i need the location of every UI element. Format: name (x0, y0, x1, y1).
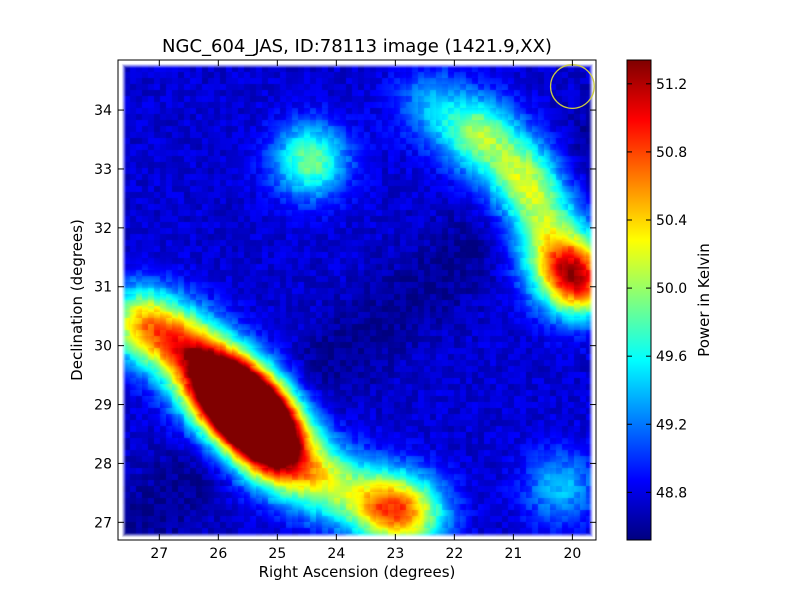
colorbar-tick-label: 50.4 (656, 213, 687, 229)
x-tick-label: 21 (504, 546, 522, 562)
y-tick-label: 29 (94, 398, 112, 414)
y-tick-label: 28 (94, 456, 112, 472)
y-tick-label: 27 (94, 515, 112, 531)
x-tick-label: 27 (150, 546, 168, 562)
colorbar (626, 59, 652, 541)
x-axis-label: Right Ascension (degrees) (259, 563, 456, 581)
y-tick-label: 30 (94, 339, 112, 355)
y-tick-label: 33 (94, 162, 112, 178)
colorbar-tick-label: 48.8 (656, 485, 687, 501)
x-tick-label: 20 (563, 546, 581, 562)
y-axis: 27 28 29 30 31 32 33 34 (94, 103, 596, 531)
x-tick-label: 26 (209, 546, 227, 562)
x-axis: 27 26 25 24 23 22 21 20 (150, 60, 581, 562)
colorbar-tick-label: 51.2 (656, 77, 687, 93)
x-tick-label: 25 (268, 546, 286, 562)
chart-title: NGC_604_JAS, ID:78113 image (1421.9,XX) (162, 36, 552, 57)
y-axis-label: Declination (degrees) (68, 219, 86, 381)
colorbar-tick-label: 49.2 (656, 417, 687, 433)
y-tick-label: 34 (94, 103, 112, 119)
y-tick-label: 31 (94, 280, 112, 296)
x-tick-label: 22 (445, 546, 463, 562)
colorbar-tick-label: 49.6 (656, 349, 687, 365)
colorbar-tick-label: 50.8 (656, 145, 687, 161)
x-tick-label: 24 (327, 546, 345, 562)
plot-frame (117, 59, 597, 541)
x-tick-label: 23 (386, 546, 404, 562)
colorbar-label: Power in Kelvin (695, 243, 713, 357)
colorbar-tick-label: 50.0 (656, 281, 687, 297)
y-tick-label: 32 (94, 221, 112, 237)
colorbar-ticks: 48.8 49.2 49.6 50.0 50.4 50.8 51.2 (627, 77, 687, 501)
